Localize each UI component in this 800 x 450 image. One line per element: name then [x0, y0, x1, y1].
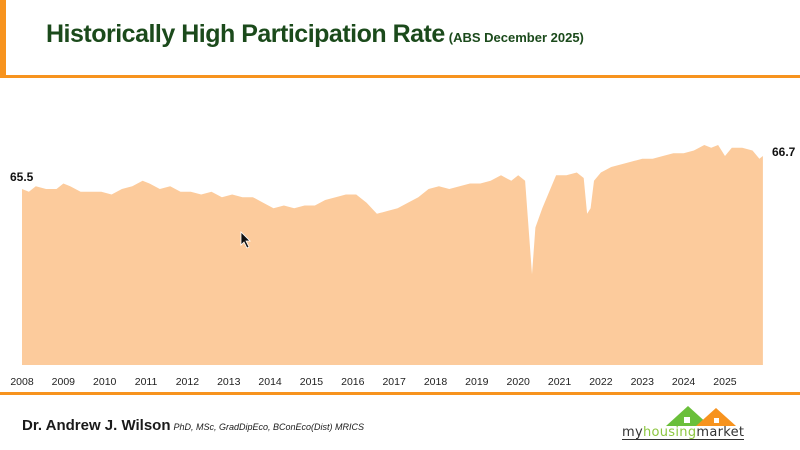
x-tick-label: 2016: [341, 376, 365, 388]
author-credentials: PhD, MSc, GradDipEco, BConEco(Dist) MRIC…: [173, 422, 365, 432]
x-tick-label: 2012: [176, 376, 200, 388]
x-tick-label: 2023: [631, 376, 655, 388]
title-subtitle: (ABS December 2025): [448, 30, 584, 45]
header: Historically High Participation Rate (ABS…: [0, 0, 800, 78]
x-tick-label: 2020: [507, 376, 531, 388]
footer-divider: [0, 392, 800, 395]
author: Dr. Andrew J. Wilson PhD, MSc, GradDipEco…: [22, 417, 364, 434]
x-tick-label: 2022: [589, 376, 613, 388]
house-logo-icon: [666, 406, 736, 426]
x-tick-label: 2024: [672, 376, 696, 388]
participation-rate-chart: 65.5 66.7 2008 2009 2010 2011 2012 2013 2014 20…: [10, 145, 796, 388]
x-tick-label: 2021: [548, 376, 572, 388]
x-tick-label: 2014: [258, 376, 282, 388]
accent-bar: [0, 0, 6, 78]
x-tick-label: 2013: [217, 376, 241, 388]
x-tick-label: 2009: [52, 376, 76, 388]
series-area: [22, 145, 763, 365]
page-title: Historically High Participation Rate (ABS…: [46, 20, 584, 49]
x-tick-label: 2010: [93, 376, 117, 388]
brand-logo: myhousingmarket: [618, 400, 768, 444]
x-tick-label: 2011: [135, 376, 158, 388]
x-tick-label: 2019: [465, 376, 489, 388]
author-name: Dr. Andrew J. Wilson: [22, 417, 171, 434]
end-value-label: 66.7: [772, 145, 796, 159]
start-value-label: 65.5: [10, 170, 34, 184]
x-tick-label: 2015: [300, 376, 324, 388]
logo-text: myhousingmarket: [622, 425, 745, 440]
title-text: Historically High Participation Rate: [46, 20, 445, 48]
x-tick-label: 2008: [10, 376, 34, 388]
mouse-cursor-icon: [240, 231, 252, 254]
x-tick-label: 2025: [713, 376, 737, 388]
x-tick-label: 2017: [382, 376, 406, 388]
x-tick-label: 2018: [424, 376, 448, 388]
